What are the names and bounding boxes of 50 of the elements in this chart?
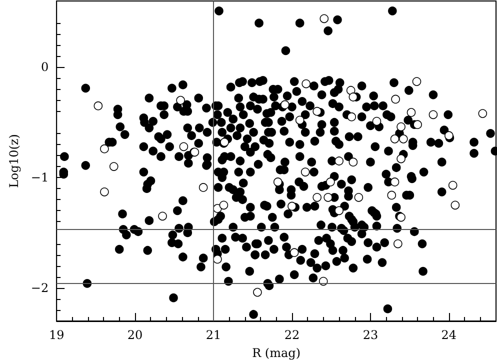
- point: [354, 193, 364, 202]
- point: [290, 248, 299, 257]
- point: [347, 112, 356, 122]
- point: [280, 100, 290, 110]
- point: [198, 183, 208, 192]
- point: [387, 190, 396, 200]
- point: [253, 288, 262, 297]
- point: [179, 142, 188, 152]
- point: [300, 168, 310, 176]
- point: [478, 109, 488, 118]
- point: [100, 188, 109, 196]
- point: [448, 180, 458, 190]
- y-axis-title: Log10(z): [7, 134, 21, 188]
- point: [219, 200, 228, 210]
- point: [396, 154, 406, 164]
- x-tick-label: 19: [48, 328, 64, 342]
- y-tick-label: 0: [40, 60, 49, 74]
- point: [399, 134, 408, 144]
- point: [312, 193, 322, 202]
- point: [450, 200, 460, 210]
- point: [428, 110, 438, 120]
- point: [326, 178, 335, 186]
- point: [302, 79, 311, 88]
- point: [390, 178, 400, 186]
- point: [412, 77, 422, 86]
- point: [394, 239, 402, 248]
- point: [312, 106, 322, 116]
- point: [406, 108, 416, 117]
- point: [158, 212, 167, 221]
- y-tick-label: −2: [30, 280, 49, 295]
- point: [273, 178, 282, 186]
- x-tick-label: 22: [284, 328, 300, 342]
- y-tick-label: −1: [30, 170, 49, 185]
- point: [288, 202, 296, 211]
- point: [320, 14, 329, 24]
- point: [413, 120, 422, 129]
- point: [372, 116, 382, 126]
- x-tick-label: 20: [127, 328, 143, 342]
- x-axis-title: R (mag): [252, 346, 301, 360]
- point: [109, 162, 118, 171]
- point: [94, 101, 103, 110]
- x-tick-label: 23: [362, 328, 378, 342]
- point: [348, 92, 358, 102]
- x-tick-label: 21: [206, 328, 222, 342]
- x-tick-label: 24: [441, 328, 457, 342]
- point: [391, 94, 400, 104]
- point: [324, 193, 332, 202]
- point: [334, 206, 344, 216]
- point: [295, 116, 304, 125]
- point: [100, 144, 109, 154]
